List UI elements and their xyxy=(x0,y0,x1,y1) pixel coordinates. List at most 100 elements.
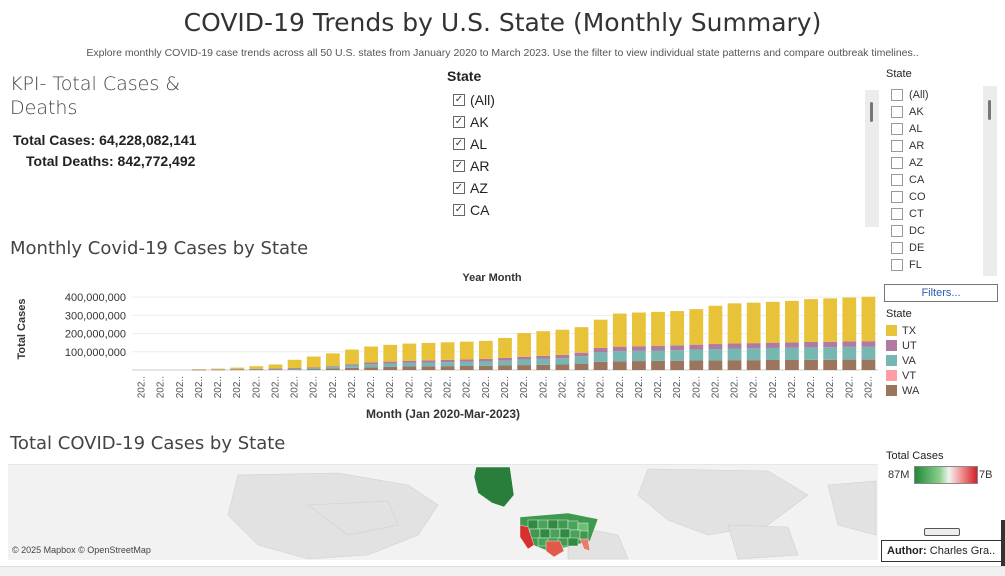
bar-segment-WA xyxy=(574,363,589,370)
x-tick-label: 202.. xyxy=(443,376,454,398)
x-tick-label: 202.. xyxy=(749,376,760,398)
state-filter-item[interactable]: ✓ AZ xyxy=(447,177,495,199)
legend-item[interactable]: WA xyxy=(886,383,919,398)
texas xyxy=(545,540,565,558)
legend-item[interactable]: VT xyxy=(886,368,919,383)
resize-handle[interactable] xyxy=(924,528,960,536)
bar-segment-UT xyxy=(842,341,857,347)
kpi-deaths-value: 842,772,492 xyxy=(117,153,196,169)
side-filter-item[interactable]: (All) xyxy=(886,86,996,103)
bar-segment-WA xyxy=(211,369,225,371)
bar-segment-TX xyxy=(746,302,761,344)
state-cell xyxy=(567,520,579,531)
state-filter: State ✓ (All) ✓ AK ✓ AL ✓ AR ✓ AZ ✓ CA xyxy=(447,68,495,221)
state-filter-item[interactable]: ✓ CA xyxy=(447,199,495,221)
bar-segment-UT xyxy=(746,343,761,349)
alaska xyxy=(473,466,515,508)
florida xyxy=(579,538,591,552)
bar-segment-WA xyxy=(689,360,704,370)
checkbox-icon[interactable] xyxy=(891,122,903,135)
side-filter-item[interactable]: DC xyxy=(886,222,996,239)
legend-item[interactable]: UT xyxy=(886,338,919,353)
x-tick-label: 202.. xyxy=(270,376,281,398)
x-tick-label: 202.. xyxy=(863,376,874,398)
x-tick-label: 202.. xyxy=(156,376,167,398)
bar-segment-TX xyxy=(268,364,283,369)
state-filter-item[interactable]: ✓ AK xyxy=(447,111,495,133)
scrollbar-thumb[interactable] xyxy=(870,102,873,122)
x-tick-label: 202.. xyxy=(137,376,148,398)
x-tick-label: 202.. xyxy=(347,376,358,398)
bar-segment-WA xyxy=(478,365,493,370)
legend-item[interactable]: TX xyxy=(886,323,919,338)
checkbox-icon[interactable] xyxy=(891,190,903,203)
scrollbar-thumb[interactable] xyxy=(988,100,991,120)
state-filter-item[interactable]: ✓ AR xyxy=(447,155,495,177)
bar-segment-UT xyxy=(708,344,723,350)
us-map[interactable] xyxy=(8,464,878,560)
side-filter-label: CO xyxy=(909,190,926,203)
side-filter-item[interactable]: AR xyxy=(886,137,996,154)
checkbox-icon[interactable]: ✓ xyxy=(453,182,465,194)
side-filter-item[interactable]: AK xyxy=(886,103,996,120)
state-filter-scrollbar[interactable] xyxy=(865,90,879,227)
state-cell xyxy=(547,519,559,530)
legend-label: UT xyxy=(902,339,917,352)
x-tick-label: 202.. xyxy=(710,376,721,398)
checkbox-icon[interactable]: ✓ xyxy=(453,160,465,172)
side-filter-item[interactable]: CA xyxy=(886,171,996,188)
side-filter-scrollbar[interactable] xyxy=(983,86,997,276)
side-filter-item[interactable]: DE xyxy=(886,239,996,256)
side-filter-item[interactable]: CT xyxy=(886,205,996,222)
map-legend-min: 87M xyxy=(888,469,910,481)
x-tick-label: 202.. xyxy=(462,376,473,398)
bar-segment-UT xyxy=(459,359,474,362)
kpi-cases-label: Total Cases: xyxy=(13,132,100,148)
side-filter-item[interactable]: CO xyxy=(886,188,996,205)
bar-segment-TX xyxy=(804,299,818,342)
side-filter-label: CA xyxy=(909,173,925,186)
legend-label: WA xyxy=(902,384,920,397)
checkbox-icon[interactable] xyxy=(891,207,903,220)
checkbox-icon[interactable]: ✓ xyxy=(453,94,465,106)
bar-segment-UT xyxy=(785,342,799,348)
side-filter-item[interactable]: AL xyxy=(886,120,996,137)
state-filter-item[interactable]: ✓ AL xyxy=(447,133,495,155)
bar-segment-UT xyxy=(498,357,512,361)
bar-segment-VA xyxy=(727,348,742,361)
filters-button[interactable]: Filters... xyxy=(884,284,998,302)
bar-segment-WA xyxy=(249,369,264,371)
checkbox-icon[interactable] xyxy=(891,173,903,186)
checkbox-icon[interactable]: ✓ xyxy=(453,138,465,150)
checkbox-icon[interactable] xyxy=(891,139,903,152)
side-filter-item[interactable]: AZ xyxy=(886,154,996,171)
state-filter-item[interactable]: ✓ (All) xyxy=(447,89,495,111)
bottom-toolbar xyxy=(0,566,1005,576)
legend-swatch xyxy=(886,325,897,336)
checkbox-icon[interactable] xyxy=(891,258,903,271)
legend-swatch xyxy=(886,385,897,396)
checkbox-icon[interactable]: ✓ xyxy=(453,116,465,128)
checkbox-icon[interactable] xyxy=(891,224,903,237)
bar-segment-TX xyxy=(632,312,646,347)
bar-segment-WA xyxy=(383,366,398,370)
legend-item[interactable]: VA xyxy=(886,353,919,368)
checkbox-icon[interactable] xyxy=(891,156,903,169)
x-tick-label: 202.. xyxy=(557,376,568,398)
legend-swatch xyxy=(886,370,897,381)
bar-segment-UT xyxy=(651,345,665,351)
bar-segment-TX xyxy=(536,331,551,356)
bar-segment-UT xyxy=(192,369,206,371)
bar-segment-VA xyxy=(498,360,512,366)
side-filter-item[interactable]: FL xyxy=(886,256,996,273)
bar-segment-TX xyxy=(670,311,685,346)
legend-list: TX UT VA VT WA xyxy=(886,323,919,398)
checkbox-icon[interactable]: ✓ xyxy=(453,204,465,216)
land-shape xyxy=(727,524,799,560)
checkbox-icon[interactable] xyxy=(891,241,903,254)
x-tick-label: 202.. xyxy=(768,376,779,398)
checkbox-icon[interactable] xyxy=(891,88,903,101)
state-cell xyxy=(569,529,581,540)
checkbox-icon[interactable] xyxy=(891,105,903,118)
bar-segment-TX xyxy=(192,369,206,370)
